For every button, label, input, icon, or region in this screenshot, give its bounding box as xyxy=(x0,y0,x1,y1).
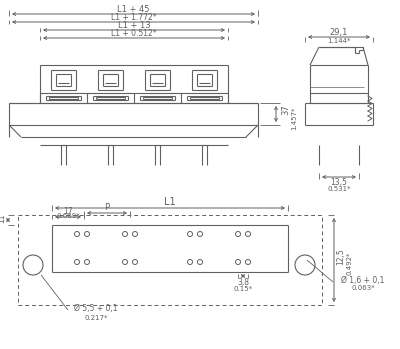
Text: L1 + 0.512*: L1 + 0.512* xyxy=(111,30,157,38)
Text: 29,1: 29,1 xyxy=(330,28,348,37)
Text: 37: 37 xyxy=(282,105,290,116)
Text: 0.15*: 0.15* xyxy=(234,286,252,292)
Text: 0.217*: 0.217* xyxy=(84,315,108,321)
Text: 11: 11 xyxy=(0,213,6,223)
Text: Ø 5,5 + 0,1: Ø 5,5 + 0,1 xyxy=(74,304,118,313)
Text: L1 + 13: L1 + 13 xyxy=(118,22,150,30)
Text: P: P xyxy=(104,203,110,213)
Text: 0.063*: 0.063* xyxy=(351,285,375,291)
Text: 0.531*: 0.531* xyxy=(327,186,351,192)
Text: L1: L1 xyxy=(164,197,176,207)
Text: L1 + 1.772*: L1 + 1.772* xyxy=(111,14,156,22)
Text: 1.144*: 1.144* xyxy=(327,38,351,44)
Text: 0.669*: 0.669* xyxy=(56,213,80,219)
Text: 0.492*: 0.492* xyxy=(347,251,353,275)
Text: 1.457*: 1.457* xyxy=(291,106,297,130)
Text: 13,5: 13,5 xyxy=(330,178,348,186)
Text: L1 + 45: L1 + 45 xyxy=(117,5,150,14)
Bar xyxy=(18,215,322,305)
Text: Ø 1,6 + 0,1: Ø 1,6 + 0,1 xyxy=(341,275,385,284)
Text: 12,5: 12,5 xyxy=(336,248,346,265)
Text: 17: 17 xyxy=(63,207,73,215)
Text: 3,8: 3,8 xyxy=(237,277,249,287)
